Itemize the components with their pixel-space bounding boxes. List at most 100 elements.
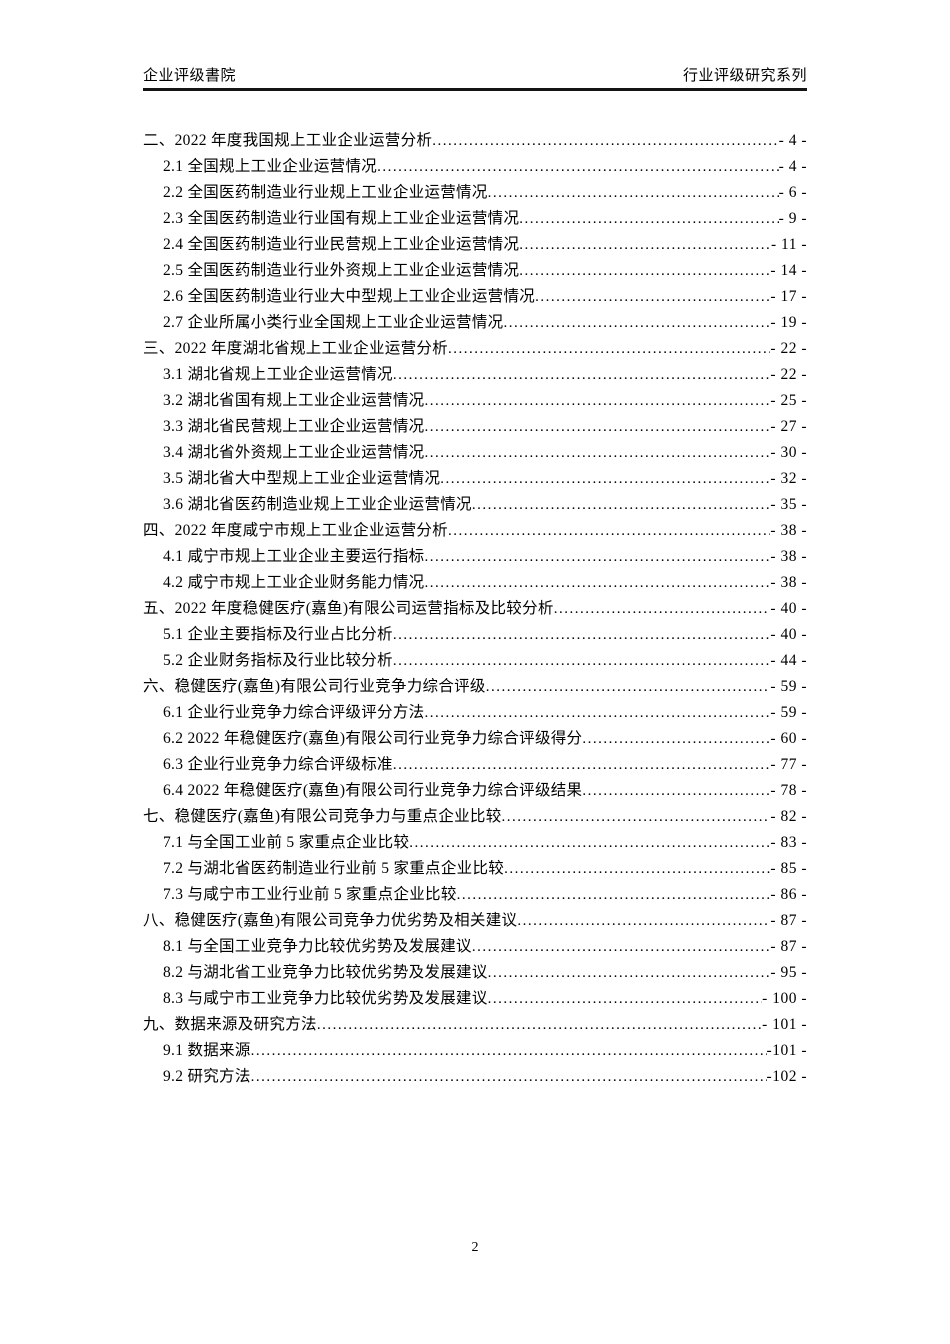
toc-entry[interactable]: 五、2022 年度稳健医疗(嘉鱼)有限公司运营指标及比较分析 .........… xyxy=(143,596,807,622)
toc-entry[interactable]: 2.1 全国规上工业企业运营情况 .......................… xyxy=(143,154,807,180)
toc-entry[interactable]: 8.3 与咸宁市工业竞争力比较优劣势及发展建议 ................… xyxy=(143,986,807,1012)
dot-leader: ........................................… xyxy=(456,887,771,903)
toc-entry[interactable]: 3.4 湖北省外资规上工业企业运营情况 ....................… xyxy=(143,440,807,466)
toc-entry-title: 2.3 全国医药制造业行业国有规上工业企业运营情况 xyxy=(163,210,520,227)
toc-entry-title: 2.4 全国医药制造业行业民营规上工业企业运营情况 xyxy=(163,236,520,253)
dot-leader: ........................................… xyxy=(504,861,771,877)
toc-entry[interactable]: 5.1 企业主要指标及行业占比分析 ......................… xyxy=(143,622,807,648)
toc-entry[interactable]: 5.2 企业财务指标及行业比较分析 ......................… xyxy=(143,648,807,674)
toc-page-number: - 17 - xyxy=(770,288,807,305)
toc-entry-title: 7.2 与湖北省医药制造业行业前 5 家重点企业比较 xyxy=(163,860,505,877)
toc-entry-title: 8.3 与咸宁市工业竞争力比较优劣势及发展建议 xyxy=(163,990,488,1007)
toc-entry[interactable]: 4.1 咸宁市规上工业企业主要运行指标 ....................… xyxy=(143,544,807,570)
toc-page-number: - 40 - xyxy=(770,626,807,643)
toc-entry[interactable]: 2.5 全国医药制造业行业外资规上工业企业运营情况 ..............… xyxy=(143,258,807,284)
toc-entry-title: 2.2 全国医药制造业行业规上工业企业运营情况 xyxy=(163,184,488,201)
dot-leader: ........................................… xyxy=(471,497,771,513)
toc-page-number: - 87 - xyxy=(770,938,807,955)
toc-entry[interactable]: 七、稳健医疗(嘉鱼)有限公司竞争力与重点企业比较 ...............… xyxy=(143,804,807,830)
dot-leader: ........................................… xyxy=(447,341,770,357)
toc-entry[interactable]: 6.4 2022 年稳健医疗(嘉鱼)有限公司行业竞争力综合评级结果 ......… xyxy=(143,778,807,804)
toc-entry[interactable]: 3.5 湖北省大中型规上工业企业运营情况 ...................… xyxy=(143,466,807,492)
toc-entry-title: 八、稳健医疗(嘉鱼)有限公司竞争力优劣势及相关建议 xyxy=(143,912,518,929)
dot-leader: ........................................… xyxy=(503,315,771,331)
toc-page-number: - 11 - xyxy=(771,236,807,253)
toc-page-number: - 32 - xyxy=(770,470,807,487)
dot-leader: ........................................… xyxy=(485,679,771,695)
dot-leader: ........................................… xyxy=(392,627,771,643)
dot-leader: ........................................… xyxy=(424,575,771,591)
toc-entry-title: 9.1 数据来源 xyxy=(163,1042,251,1059)
toc-entry[interactable]: 7.2 与湖北省医药制造业行业前 5 家重点企业比较 .............… xyxy=(143,856,807,882)
toc-entry[interactable]: 六、稳健医疗(嘉鱼)有限公司行业竞争力综合评级 ................… xyxy=(143,674,807,700)
toc-page-number: - 100 - xyxy=(762,990,807,1007)
toc-page-number: - 77 - xyxy=(770,756,807,773)
toc-entry-title: 五、2022 年度稳健医疗(嘉鱼)有限公司运营指标及比较分析 xyxy=(143,600,554,617)
toc-entry[interactable]: 6.1 企业行业竞争力综合评级评分方法 ....................… xyxy=(143,700,807,726)
toc-entry[interactable]: 2.2 全国医药制造业行业规上工业企业运营情况 ................… xyxy=(143,180,807,206)
toc-entry[interactable]: 2.3 全国医药制造业行业国有规上工业企业运营情况 ..............… xyxy=(143,206,807,232)
dot-leader: ........................................… xyxy=(409,835,770,851)
dot-leader: ........................................… xyxy=(250,1069,767,1085)
dot-leader: ........................................… xyxy=(424,705,771,721)
toc-entry[interactable]: 二、2022 年度我国规上工业企业运营分析 ..................… xyxy=(143,128,807,154)
toc-page-number: - 27 - xyxy=(770,418,807,435)
toc-entry[interactable]: 6.3 企业行业竞争力综合评级标准 ......................… xyxy=(143,752,807,778)
toc-entry[interactable]: 三、2022 年度湖北省规上工业企业运营分析 .................… xyxy=(143,336,807,362)
toc-page-number: - 85 - xyxy=(770,860,807,877)
toc-entry-title: 6.1 企业行业竞争力综合评级评分方法 xyxy=(163,704,425,721)
page-header: 企业评级書院 行业评级研究系列 xyxy=(143,64,807,85)
dot-leader: ........................................… xyxy=(424,393,771,409)
toc-entry[interactable]: 3.6 湖北省医药制造业规上工业企业运营情况 .................… xyxy=(143,492,807,518)
toc-entry-title: 4.1 咸宁市规上工业企业主要运行指标 xyxy=(163,548,425,565)
toc-entry-title: 三、2022 年度湖北省规上工业企业运营分析 xyxy=(143,340,448,357)
dot-leader: ........................................… xyxy=(392,367,771,383)
toc-entry-title: 3.3 湖北省民营规上工业企业运营情况 xyxy=(163,418,425,435)
toc-page-number: - 44 - xyxy=(770,652,807,669)
toc-entry[interactable]: 2.7 企业所属小类行业全国规上工业企业运营情况 ...............… xyxy=(143,310,807,336)
toc-page-number: - 22 - xyxy=(770,340,807,357)
toc-entry[interactable]: 八、稳健医疗(嘉鱼)有限公司竞争力优劣势及相关建议 ..............… xyxy=(143,908,807,934)
toc-page-number: - 30 - xyxy=(770,444,807,461)
toc-entry-title: 5.2 企业财务指标及行业比较分析 xyxy=(163,652,393,669)
dot-leader: ........................................… xyxy=(316,1017,763,1033)
toc-entry[interactable]: 3.2 湖北省国有规上工业企业运营情况 ....................… xyxy=(143,388,807,414)
toc-entry[interactable]: 2.4 全国医药制造业行业民营规上工业企业运营情况 ..............… xyxy=(143,232,807,258)
toc-entry-title: 6.2 2022 年稳健医疗(嘉鱼)有限公司行业竞争力综合评级得分 xyxy=(163,730,583,747)
toc-entry[interactable]: 7.1 与全国工业前 5 家重点企业比较 ...................… xyxy=(143,830,807,856)
toc-entry[interactable]: 8.1 与全国工业竞争力比较优劣势及发展建议 .................… xyxy=(143,934,807,960)
footer-page-number: 2 xyxy=(471,1240,479,1255)
toc-entry-title: 2.7 企业所属小类行业全国规上工业企业运营情况 xyxy=(163,314,504,331)
toc-entry-title: 6.3 企业行业竞争力综合评级标准 xyxy=(163,756,393,773)
toc-page-number: - 4 - xyxy=(778,132,807,149)
toc-entry-title: 8.2 与湖北省工业竞争力比较优劣势及发展建议 xyxy=(163,964,488,981)
toc-entry[interactable]: 9.2 研究方法 ...............................… xyxy=(143,1064,807,1090)
dot-leader: ........................................… xyxy=(487,965,771,981)
toc-entry[interactable]: 2.6 全国医药制造业行业大中型规上工业企业运营情况 .............… xyxy=(143,284,807,310)
toc-page-number: - 59 - xyxy=(770,678,807,695)
toc-entry[interactable]: 九、数据来源及研究方法 ............................… xyxy=(143,1012,807,1038)
toc-page-number: - 82 - xyxy=(770,808,807,825)
toc-entry[interactable]: 四、2022 年度咸宁市规上工业企业运营分析 .................… xyxy=(143,518,807,544)
toc-page-number: - 38 - xyxy=(770,522,807,539)
toc-entry[interactable]: 7.3 与咸宁市工业行业前 5 家重点企业比较 ................… xyxy=(143,882,807,908)
toc-entry-title: 4.2 咸宁市规上工业企业财务能力情况 xyxy=(163,574,425,591)
header-left-text: 企业评级書院 xyxy=(143,68,237,84)
toc-entry[interactable]: 3.3 湖北省民营规上工业企业运营情况 ....................… xyxy=(143,414,807,440)
dot-leader: ........................................… xyxy=(432,133,779,149)
toc-entry[interactable]: 6.2 2022 年稳健医疗(嘉鱼)有限公司行业竞争力综合评级得分 ......… xyxy=(143,726,807,752)
dot-leader: ........................................… xyxy=(471,939,771,955)
toc-entry[interactable]: 3.1 湖北省规上工业企业运营情况 ......................… xyxy=(143,362,807,388)
toc-page-number: - 38 - xyxy=(770,548,807,565)
toc-entry[interactable]: 9.1 数据来源 ...............................… xyxy=(143,1038,807,1064)
toc-entry-title: 3.2 湖北省国有规上工业企业运营情况 xyxy=(163,392,425,409)
toc-page-number: - 35 - xyxy=(770,496,807,513)
toc-entry[interactable]: 8.2 与湖北省工业竞争力比较优劣势及发展建议 ................… xyxy=(143,960,807,986)
dot-leader: ........................................… xyxy=(519,237,771,253)
toc-page-number: - 60 - xyxy=(770,730,807,747)
dot-leader: ........................................… xyxy=(440,471,770,487)
toc-entry-title: 8.1 与全国工业竞争力比较优劣势及发展建议 xyxy=(163,938,472,955)
toc-entry[interactable]: 4.2 咸宁市规上工业企业财务能力情况 ....................… xyxy=(143,570,807,596)
toc-entry-title: 2.5 全国医药制造业行业外资规上工业企业运营情况 xyxy=(163,262,520,279)
toc-entry-title: 7.1 与全国工业前 5 家重点企业比较 xyxy=(163,834,410,851)
